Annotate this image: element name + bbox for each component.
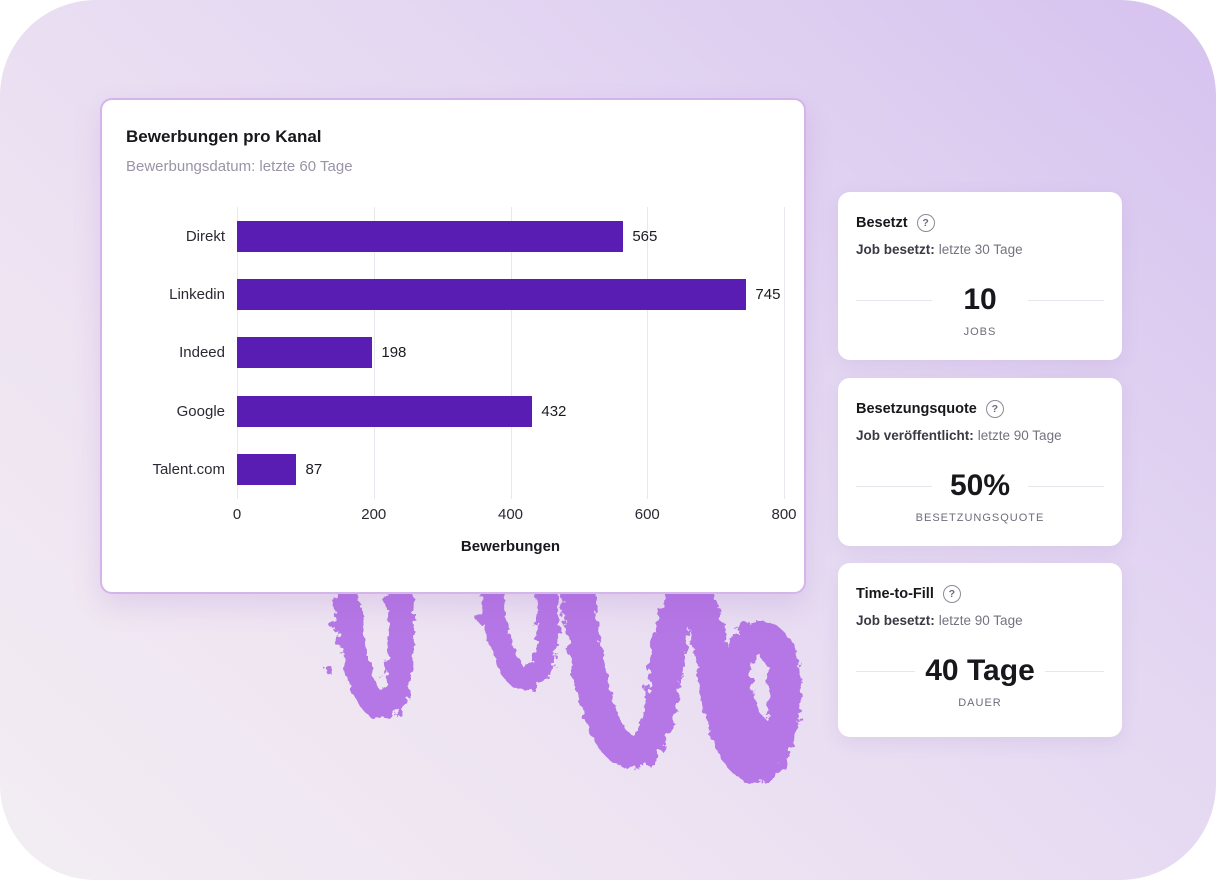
bar-value-label: 565 xyxy=(632,227,658,245)
bar-track: 87 xyxy=(237,454,780,486)
stat-card-unit: BESETZUNGSQUOTE xyxy=(915,512,1045,524)
category-label: Google xyxy=(176,402,225,420)
stat-card-subtitle: Job besetzt: letzte 90 Tage xyxy=(856,613,1104,628)
scribble-strokes xyxy=(334,580,802,783)
x-axis-label: Bewerbungen xyxy=(460,538,561,555)
x-tick-label: 400 xyxy=(497,506,524,523)
stat-card-title: Besetzungsquote xyxy=(856,401,977,417)
chart-title: Bewerbungen pro Kanal xyxy=(126,127,322,146)
x-tick-label: 200 xyxy=(361,506,387,523)
bar-row: Linkedin 745 xyxy=(126,265,780,323)
bar xyxy=(237,337,373,369)
gridline xyxy=(373,207,375,499)
stat-card-besetzt: Besetzt ? Job besetzt: letzte 30 Tage 10 … xyxy=(838,192,1122,360)
stat-card-title: Besetzt xyxy=(856,215,908,231)
category-label: Direkt xyxy=(185,227,225,245)
value-divider-left xyxy=(856,485,932,487)
bar-value-label: 198 xyxy=(381,344,407,362)
scribble-decoration xyxy=(325,580,802,783)
x-tick-label: 0 xyxy=(232,506,242,523)
stat-card-value: 10 xyxy=(963,283,997,316)
bar-track: 745 xyxy=(237,279,781,311)
value-divider-right xyxy=(1028,299,1104,301)
category-label: Linkedin xyxy=(169,286,225,304)
category-label: Talent.com xyxy=(152,461,225,479)
bar-track: 432 xyxy=(237,395,780,427)
category-label: Indeed xyxy=(179,344,225,362)
stat-card-filter-label: Job besetzt: xyxy=(856,242,935,257)
stat-card-title: Time-to-Fill xyxy=(856,586,934,602)
stat-card-subtitle: Job veröffentlicht: letzte 90 Tage xyxy=(856,428,1104,443)
stat-card-filter-label: Job veröffentlicht: xyxy=(856,428,974,443)
bar-row: Talent.com 87 xyxy=(126,441,780,499)
help-icon[interactable]: ? xyxy=(942,585,961,603)
stat-card-besetzungsquote: Besetzungsquote ? Job veröffentlicht: let… xyxy=(838,378,1122,546)
bar-value-label: 432 xyxy=(541,402,567,420)
bar-row: Indeed 198 xyxy=(126,324,780,382)
stat-card-filter-value: letzte 30 Tage xyxy=(938,242,1023,257)
bar xyxy=(237,395,533,427)
bar xyxy=(237,454,297,486)
bar-track: 565 xyxy=(237,220,780,252)
stat-card-filter-label: Job besetzt: xyxy=(856,613,935,628)
scribble-specks xyxy=(325,604,574,674)
x-tick-label: 800 xyxy=(771,506,797,523)
applications-per-channel-card: Bewerbungen pro Kanal Bewerbungsdatum: l… xyxy=(100,98,806,594)
stat-card-unit: JOBS xyxy=(963,326,997,338)
chart-subtitle: Bewerbungsdatum: letzte 60 Tage xyxy=(126,158,353,175)
bar-row: Direkt 565 xyxy=(126,207,780,265)
gridline xyxy=(510,207,512,499)
stat-card-filter-value: letzte 90 Tage xyxy=(977,428,1062,443)
bar-row: Google 432 xyxy=(126,382,780,440)
bar-value-label: 87 xyxy=(305,461,323,479)
bar xyxy=(237,220,624,252)
bar-track: 198 xyxy=(237,337,780,369)
stat-card-value: 50% xyxy=(949,469,1011,502)
bar-rows: Direkt 565 Linkedin 745 Indeed 198 Google 432 Ta… xyxy=(126,207,780,499)
stat-card-value: 40 Tage xyxy=(925,654,1035,687)
gridline xyxy=(784,207,785,499)
bar xyxy=(237,279,747,311)
help-icon[interactable]: ? xyxy=(985,400,1004,418)
value-divider-left xyxy=(856,670,916,672)
x-ticks: 0 200 400 600 800 xyxy=(233,499,812,525)
bar-chart: Direkt 565 Linkedin 745 Indeed 198 Google 432 Ta… xyxy=(126,207,785,499)
value-divider-right xyxy=(1028,485,1104,487)
gridline xyxy=(647,207,649,499)
stat-card-subtitle: Job besetzt: letzte 30 Tage xyxy=(856,242,1104,257)
help-icon[interactable]: ? xyxy=(916,214,935,232)
x-tick-label: 600 xyxy=(634,506,660,523)
value-divider-right xyxy=(1044,670,1104,672)
stat-card-filter-value: letzte 90 Tage xyxy=(938,613,1023,628)
bar-value-label: 745 xyxy=(755,286,781,304)
stat-card-unit: DAUER xyxy=(958,697,1002,709)
stat-card-time-to-fill: Time-to-Fill ? Job besetzt: letzte 90 Tag… xyxy=(838,563,1122,737)
value-divider-left xyxy=(856,299,932,301)
